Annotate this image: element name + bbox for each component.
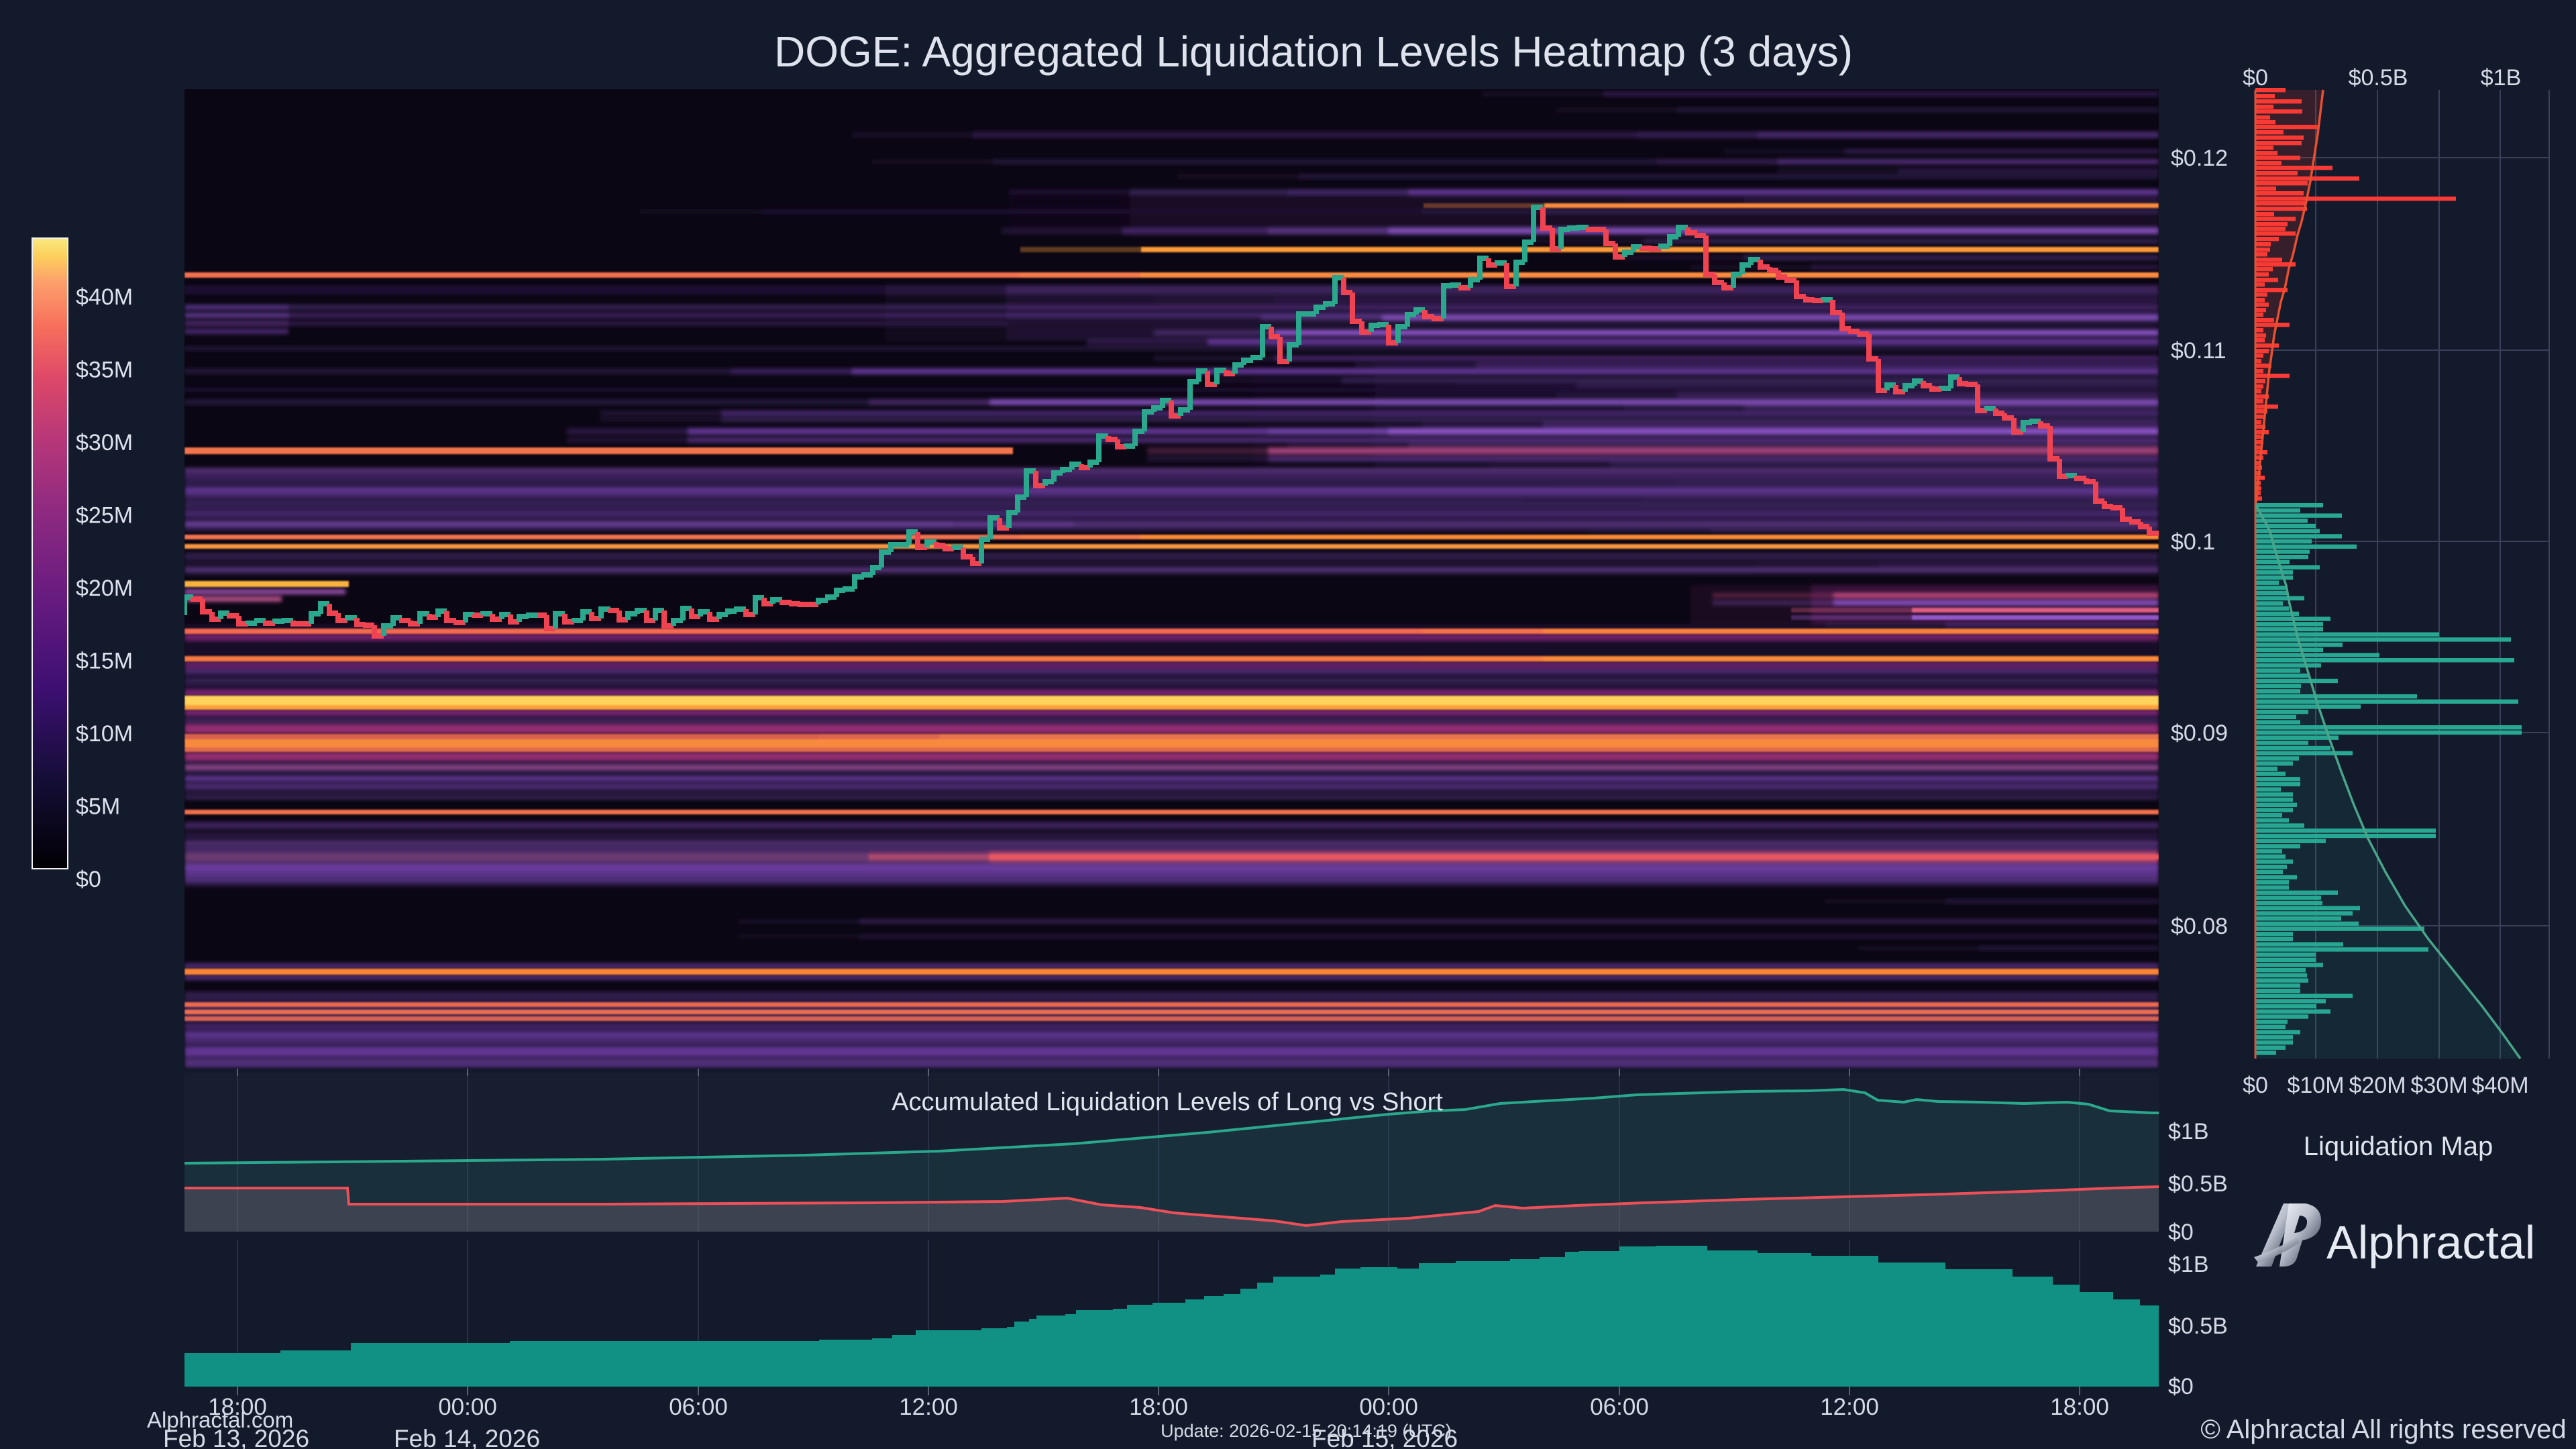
svg-text:00:00: 00:00: [438, 1394, 497, 1420]
svg-text:$0: $0: [2243, 1073, 2268, 1098]
svg-text:12:00: 12:00: [1820, 1394, 1879, 1420]
svg-text:$0: $0: [2168, 1220, 2194, 1245]
svg-text:$10M: $10M: [76, 721, 133, 747]
svg-text:$0.1: $0.1: [2171, 529, 2215, 555]
svg-text:$20M: $20M: [2349, 1073, 2406, 1098]
svg-text:Update: 2026-02-15 20:14:19 (U: Update: 2026-02-15 20:14:19 (UTC): [1161, 1421, 1452, 1441]
svg-text:Alphractal.com: Alphractal.com: [147, 1407, 293, 1432]
svg-text:$0: $0: [2243, 65, 2268, 91]
svg-text:$1B: $1B: [2481, 65, 2522, 91]
svg-text:Feb 14, 2026: Feb 14, 2026: [394, 1425, 540, 1449]
svg-text:00:00: 00:00: [1359, 1394, 1418, 1420]
svg-text:18:00: 18:00: [208, 1394, 267, 1420]
svg-text:12:00: 12:00: [899, 1394, 958, 1420]
svg-text:$25M: $25M: [76, 503, 133, 529]
svg-text:$20M: $20M: [76, 576, 133, 601]
svg-text:$0.08: $0.08: [2171, 914, 2228, 939]
svg-text:18:00: 18:00: [1129, 1394, 1188, 1420]
svg-text:$35M: $35M: [76, 358, 133, 383]
svg-text:$0.09: $0.09: [2171, 720, 2228, 746]
svg-text:$40M: $40M: [76, 284, 133, 310]
svg-text:$10M: $10M: [2287, 1073, 2344, 1098]
svg-text:06:00: 06:00: [1590, 1394, 1649, 1420]
svg-text:$40M: $40M: [2471, 1073, 2528, 1098]
svg-text:Alphractal: Alphractal: [2326, 1216, 2535, 1269]
svg-text:Feb 13, 2026: Feb 13, 2026: [163, 1425, 309, 1449]
svg-text:$0: $0: [76, 867, 101, 892]
svg-text:$0.5B: $0.5B: [2349, 65, 2408, 91]
svg-text:$0: $0: [2168, 1374, 2194, 1399]
svg-text:Accumulated Liquidation Levels: Accumulated Liquidation Levels of Long v…: [892, 1088, 1443, 1116]
svg-text:Liquidation Map: Liquidation Map: [2304, 1132, 2493, 1161]
svg-text:$0.12: $0.12: [2171, 146, 2228, 171]
svg-text:$1B: $1B: [2168, 1119, 2209, 1144]
svg-text:$5M: $5M: [76, 794, 120, 820]
svg-text:$0.11: $0.11: [2171, 338, 2226, 364]
svg-text:Feb 15, 2026: Feb 15, 2026: [1311, 1425, 1458, 1449]
svg-text:$0.5B: $0.5B: [2168, 1171, 2228, 1197]
svg-text:$1B: $1B: [2168, 1252, 2209, 1277]
svg-text:© Alphractal All rights reserv: © Alphractal All rights reserved: [2200, 1415, 2566, 1444]
svg-text:18:00: 18:00: [2050, 1394, 2109, 1420]
svg-text:06:00: 06:00: [669, 1394, 728, 1420]
svg-text:$30M: $30M: [76, 430, 133, 455]
svg-text:$0.5B: $0.5B: [2168, 1313, 2228, 1339]
svg-text:$15M: $15M: [76, 649, 133, 674]
svg-text:DOGE: Aggregated Liquidation L: DOGE: Aggregated Liquidation Levels Heat…: [774, 28, 1853, 76]
svg-text:$30M: $30M: [2410, 1073, 2467, 1098]
